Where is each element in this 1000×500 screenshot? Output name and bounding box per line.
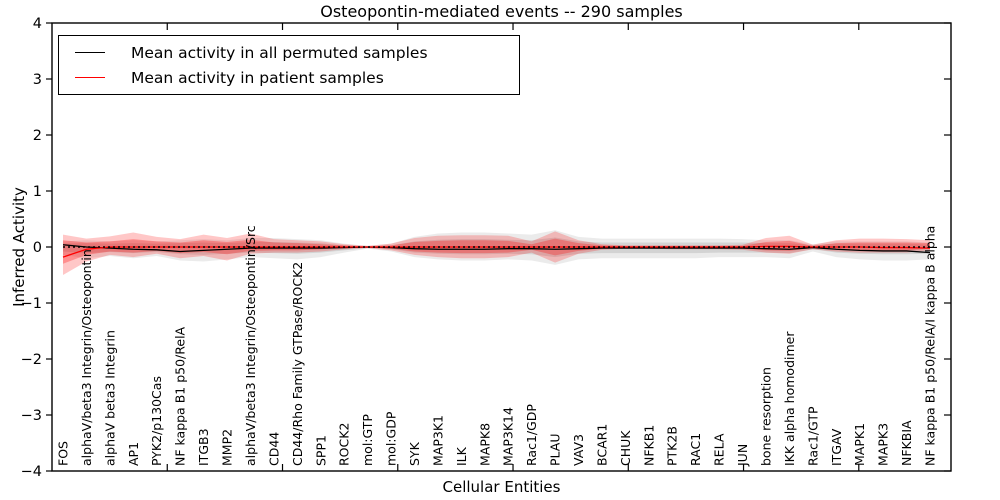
x-tick-label: CD44/Rho Family GTPase/ROCK2 — [290, 262, 305, 466]
x-tick-label: ITGB3 — [196, 428, 211, 466]
x-tick-label: ILK — [454, 446, 469, 466]
x-tick-label: AP1 — [126, 442, 141, 466]
legend-line-patient-icon — [75, 77, 105, 78]
y-tick-label: −1 — [21, 296, 42, 312]
x-tick-label: MAPK8 — [477, 423, 492, 466]
x-tick-label: Rac1/GDP — [524, 404, 539, 466]
x-tick-label: CD44 — [266, 432, 281, 466]
x-tick-label: MAPK1 — [852, 423, 867, 466]
x-tick-label: NF kappa B1 p50/RelA/I kappa B alpha — [923, 226, 938, 466]
x-tick-label: PYK2/p130Cas — [149, 376, 164, 466]
x-tick-label: FOS — [56, 441, 71, 466]
x-tick-label: ROCK2 — [337, 423, 352, 466]
x-tick-label: MMP2 — [220, 429, 235, 466]
x-tick-label: Rac1/GTP — [805, 406, 820, 466]
x-tick-label: SPP1 — [313, 435, 328, 466]
x-tick-label: CHUK — [618, 430, 633, 466]
x-tick-label: alphaV/beta3 Integrin/Osteopontin — [79, 249, 94, 466]
x-tick-label: JUN — [735, 444, 750, 467]
x-tick-label: MAP3K14 — [501, 407, 516, 466]
series-line-permuted — [62, 244, 931, 254]
x-tick-label: ITGAV — [829, 428, 844, 466]
band-patient-samples-range-inner — [63, 238, 930, 264]
x-axis-label: Cellular Entities — [442, 478, 561, 496]
x-tick-label: PLAU — [548, 434, 563, 467]
x-tick-label: mol:GTP — [360, 414, 375, 466]
x-tick-label: RELA — [712, 433, 727, 466]
x-tick-label: MAPK3 — [876, 423, 891, 466]
legend-line-permuted-icon — [75, 52, 105, 53]
y-axis-label: Inferred Activity — [10, 187, 28, 307]
x-tick-label: NFKBIA — [899, 420, 914, 466]
x-tick-label: BCAR1 — [594, 424, 609, 466]
y-tick-label: −2 — [21, 352, 42, 368]
legend-label-permuted: Mean activity in all permuted samples — [131, 43, 428, 62]
legend-entry-permuted: Mean activity in all permuted samples — [75, 40, 519, 65]
y-tick-label: 4 — [33, 16, 42, 32]
x-tick-label: PTK2B — [665, 426, 680, 466]
y-tick-label: 1 — [33, 184, 42, 200]
legend-label-patient: Mean activity in patient samples — [131, 68, 384, 87]
y-tick-label: 2 — [33, 128, 42, 144]
y-tick-label: −4 — [21, 464, 42, 480]
legend: Mean activity in all permuted samples Me… — [58, 35, 520, 95]
x-tick-label: IKK alpha homodimer — [782, 331, 797, 466]
x-tick-label: NFKB1 — [641, 425, 656, 466]
band-patient-samples-range-outer — [63, 231, 930, 275]
x-tick-label: MAP3K1 — [430, 415, 445, 466]
x-tick-label: alphaV/beta3 Integrin/Osteopontin/Src — [243, 225, 258, 466]
x-tick-label: SYK — [407, 441, 422, 466]
x-tick-label: RAC1 — [688, 433, 703, 466]
y-tick-label: 0 — [33, 240, 42, 256]
series-line-patient — [62, 245, 931, 258]
x-tick-label: bone resorption — [758, 367, 773, 466]
chart-title: Osteopontin-mediated events -- 290 sampl… — [320, 2, 683, 21]
y-tick-label: 3 — [33, 72, 42, 88]
x-tick-label: NF kappa B1 p50/RelA — [173, 326, 188, 466]
x-tick-label: alphaV beta3 Integrin — [102, 330, 117, 466]
x-tick-label: mol:GDP — [384, 411, 399, 466]
x-tick-label: VAV3 — [571, 434, 586, 466]
y-tick-label: −3 — [21, 408, 42, 424]
legend-entry-patient: Mean activity in patient samples — [75, 65, 519, 90]
